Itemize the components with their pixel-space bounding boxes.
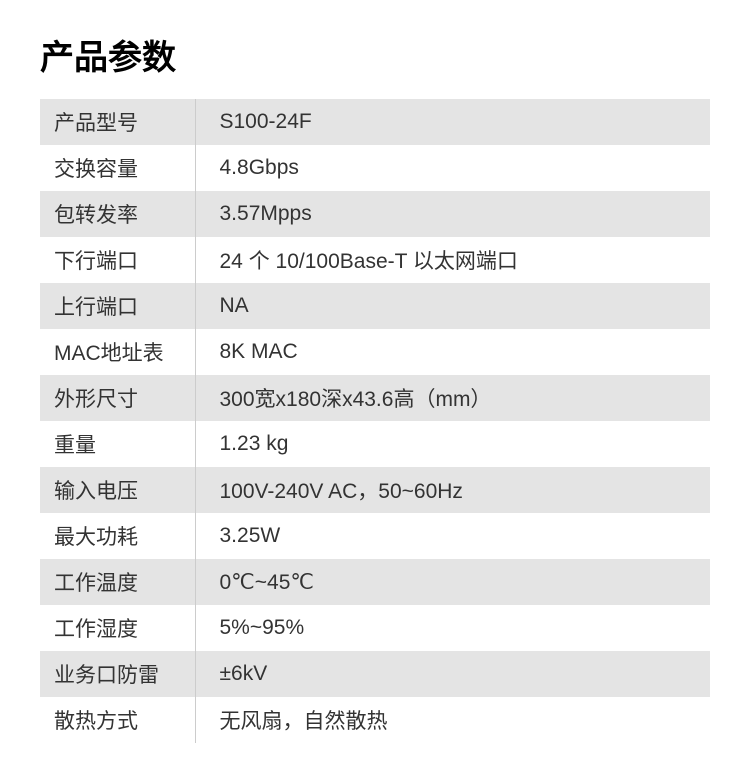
table-row: 工作湿度 5%~95% (40, 605, 710, 651)
spec-label: 工作温度 (40, 559, 195, 605)
table-row: 上行端口 NA (40, 283, 710, 329)
table-row: 包转发率 3.57Mpps (40, 191, 710, 237)
table-row: 工作温度 0℃~45℃ (40, 559, 710, 605)
spec-label: 产品型号 (40, 99, 195, 145)
spec-value: 3.25W (195, 513, 710, 559)
page-title: 产品参数 (40, 30, 710, 79)
spec-value: 300宽x180深x43.6高（mm） (195, 375, 710, 421)
table-row: 交换容量 4.8Gbps (40, 145, 710, 191)
spec-value: ±6kV (195, 651, 710, 697)
spec-value: 100V-240V AC，50~60Hz (195, 467, 710, 513)
spec-label: MAC地址表 (40, 329, 195, 375)
spec-value: 0℃~45℃ (195, 559, 710, 605)
spec-label: 包转发率 (40, 191, 195, 237)
spec-label: 散热方式 (40, 697, 195, 743)
table-row: MAC地址表 8K MAC (40, 329, 710, 375)
spec-table: 产品型号 S100-24F 交换容量 4.8Gbps 包转发率 3.57Mpps… (40, 99, 710, 743)
table-row: 输入电压 100V-240V AC，50~60Hz (40, 467, 710, 513)
table-row: 下行端口 24 个 10/100Base-T 以太网端口 (40, 237, 710, 283)
spec-value: NA (195, 283, 710, 329)
table-row: 重量 1.23 kg (40, 421, 710, 467)
table-row: 散热方式 无风扇，自然散热 (40, 697, 710, 743)
spec-label: 外形尺寸 (40, 375, 195, 421)
spec-value: 24 个 10/100Base-T 以太网端口 (195, 237, 710, 283)
spec-label: 最大功耗 (40, 513, 195, 559)
spec-value: 4.8Gbps (195, 145, 710, 191)
table-row: 业务口防雷 ±6kV (40, 651, 710, 697)
table-row: 最大功耗 3.25W (40, 513, 710, 559)
table-row: 外形尺寸 300宽x180深x43.6高（mm） (40, 375, 710, 421)
spec-value: 8K MAC (195, 329, 710, 375)
spec-label: 上行端口 (40, 283, 195, 329)
spec-value: 5%~95% (195, 605, 710, 651)
spec-label: 输入电压 (40, 467, 195, 513)
spec-label: 业务口防雷 (40, 651, 195, 697)
spec-label: 工作湿度 (40, 605, 195, 651)
spec-label: 下行端口 (40, 237, 195, 283)
spec-label: 交换容量 (40, 145, 195, 191)
spec-value: S100-24F (195, 99, 710, 145)
spec-value: 无风扇，自然散热 (195, 697, 710, 743)
spec-label: 重量 (40, 421, 195, 467)
spec-value: 1.23 kg (195, 421, 710, 467)
spec-value: 3.57Mpps (195, 191, 710, 237)
table-row: 产品型号 S100-24F (40, 99, 710, 145)
